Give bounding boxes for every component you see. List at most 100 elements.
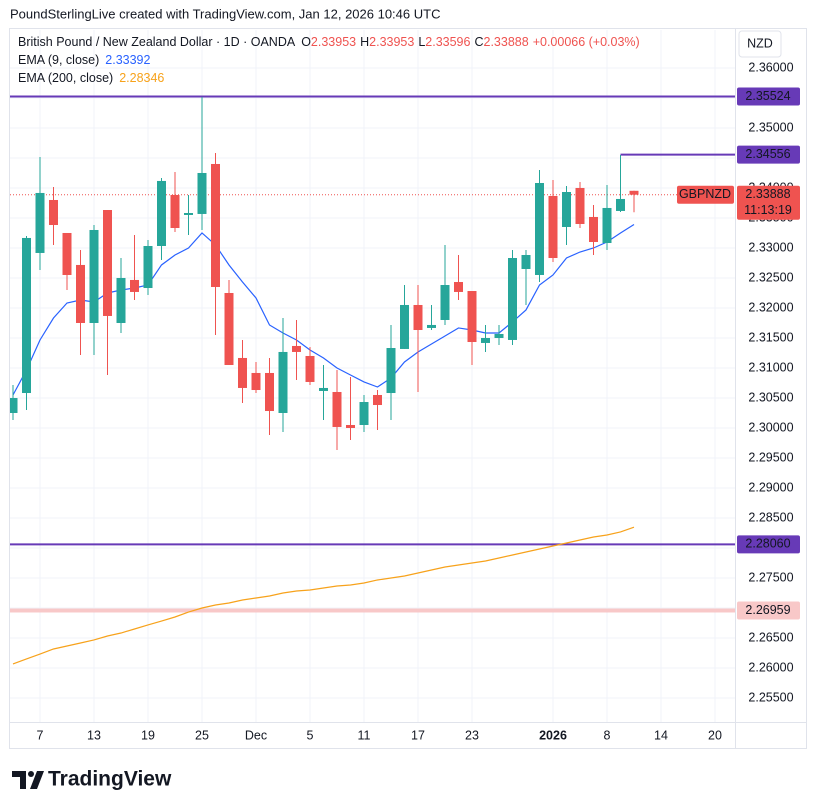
legend: British Pound / New Zealand Dollar · 1D … [18,35,640,85]
legend-value: 2.28346 [119,71,164,85]
y-tick-label: 2.31500 [748,330,793,344]
ohlc-key: C [474,35,483,49]
y-tick-label: 2.31000 [748,360,793,374]
x-tick-label: 2026 [539,728,567,742]
x-tick-label: 11 [358,728,371,742]
ohlc-key: H [360,35,369,49]
ohlc-key: L [418,35,425,49]
symbol-title: British Pound / New Zealand Dollar · 1D … [18,35,296,49]
grid [10,30,735,722]
x-tick-label: 7 [37,728,44,742]
legend-row: EMA (9, close) 2.33392 [18,53,151,67]
hline-label-box [737,145,800,164]
candle-body [440,285,450,320]
y-tick-label: 2.32500 [748,270,793,284]
x-tick-label: 25 [195,728,209,742]
candle-body [373,394,382,406]
candle-body [346,424,355,428]
hline-label-box [737,87,800,106]
legend-value: 2.33392 [105,53,150,67]
hline-label: 2.28060 [745,537,790,551]
candle-body [89,229,99,323]
legend-name: EMA (200, close) [18,71,113,85]
candle-body [170,195,180,229]
y-tick-label: 2.26500 [748,630,793,644]
candle-body [427,324,436,328]
y-tick-label: 2.28500 [748,510,793,524]
x-tick-label: 14 [654,728,668,742]
candle-body [49,199,58,226]
candle-body [521,255,531,269]
candle-body [305,355,315,382]
hline-label-box [737,601,800,620]
candle-body [157,180,166,247]
countdown: 11:13:19 [744,203,792,217]
y-tick-label: 2.29500 [748,450,793,464]
candle-body [143,246,153,289]
candle-body [238,357,247,388]
x-tick-label: 8 [604,728,611,742]
last-price: 2.33888 [745,187,790,201]
hline-label: 2.26959 [745,603,790,617]
candle-body [265,372,274,412]
candle-body [629,190,639,195]
ema-line [12,526,635,665]
x-tick-label: Dec [245,728,267,742]
candle-body [575,187,585,224]
candle-body [589,216,598,242]
credit: PoundSterlingLive created with TradingVi… [10,6,440,21]
candle-body [292,345,301,352]
candle-body [508,258,517,340]
candle-body [197,172,207,214]
y-tick-label: 2.32000 [748,300,793,314]
candle-body [211,163,220,287]
candle-body [251,372,261,391]
x-tick-label: 13 [87,728,101,742]
legend-name: EMA (9, close) [18,53,99,67]
candle-body [103,210,112,316]
tv-logo [12,771,44,789]
candle-body [616,198,625,211]
candle-body [400,304,409,349]
candle-body [332,391,342,427]
y-tick-label: 2.35000 [748,120,793,134]
y-tick-label: 2.33000 [748,240,793,254]
ohlc-value: 2.33596 [425,35,470,49]
y-tick-label: 2.30500 [748,390,793,404]
brand: TradingView [48,768,172,791]
y-tick-label: 2.25500 [748,690,793,704]
candle-body [224,292,234,365]
y-tick-label: 2.27500 [748,570,793,584]
candle-body [278,351,288,413]
candle-body [548,195,558,259]
candle-body [454,282,463,292]
ohlc-value: 2.33953 [311,35,356,49]
hline-label-box [737,535,800,554]
candle-body [130,279,139,292]
ohlc-value: 2.33888 [484,35,529,49]
candle-body [10,397,18,413]
change: +0.00066 (+0.03%) [533,35,640,49]
candles [10,96,639,451]
frame [9,28,807,749]
x-tick-label: 23 [465,728,479,742]
ohlc-key: O [301,35,311,49]
hline-label: 2.35524 [745,89,790,103]
x-tick-label: 17 [411,728,425,742]
candle-body [359,402,369,425]
ohlc-value: 2.33953 [369,35,414,49]
currency: NZD [747,36,773,50]
x-tick-label: 19 [141,728,155,742]
symbol-box [677,185,734,204]
x-tick-label: 20 [708,728,722,742]
last-price-box [737,185,800,220]
y-tick-label: 2.29000 [748,480,793,494]
currency-box [738,30,782,58]
candle-body [602,207,612,244]
candle-body [481,337,490,343]
candle-body [562,192,571,227]
candle-body [116,277,126,323]
candle-body [35,192,45,253]
